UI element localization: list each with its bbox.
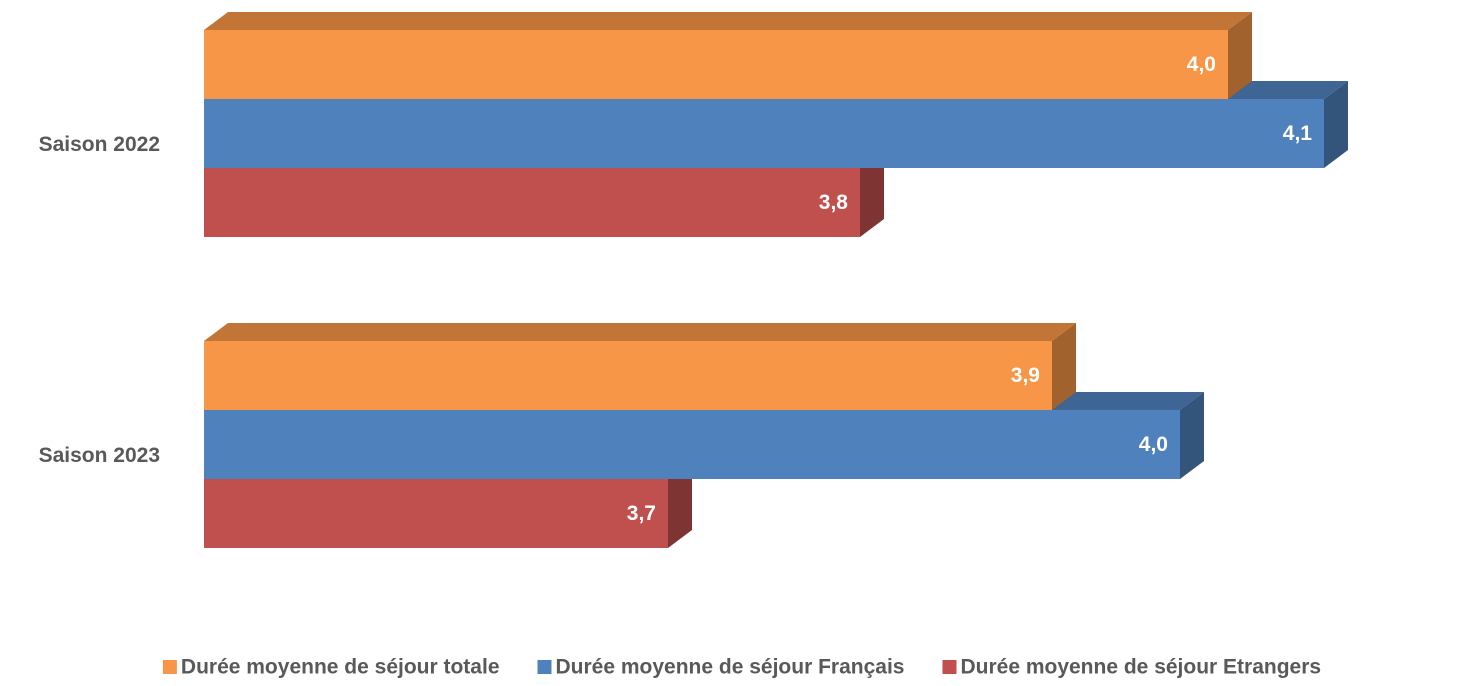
bar-side-face [1180,392,1204,479]
bar [204,168,860,237]
bar-side-face [860,150,884,237]
bar [204,410,1180,479]
value-label: 3,7 [627,502,656,525]
bar [204,479,668,548]
value-label: 3,9 [1011,364,1040,387]
legend-swatch [162,660,177,674]
bar [204,341,1052,410]
legend-label: Durée moyenne de séjour totale [181,656,500,679]
bar-side-face [1324,81,1348,168]
bar-top-face [204,12,1252,30]
legend-swatch [537,660,552,674]
bar-top-face [204,323,1076,341]
bar-side-face [1228,12,1252,99]
legend-swatch [942,660,957,674]
legend-label: Durée moyenne de séjour Etrangers [960,656,1321,679]
bar-side-face [668,461,692,548]
legend-label: Durée moyenne de séjour Français [556,656,905,679]
bar [204,99,1324,168]
category-label: Saison 2022 [39,133,160,156]
value-label: 4,0 [1139,433,1168,456]
value-label: 4,0 [1187,53,1216,76]
bar-side-face [1052,323,1076,410]
bar [204,30,1228,99]
value-label: 3,8 [819,191,849,214]
category-label: Saison 2023 [39,444,160,467]
value-label: 4,1 [1283,122,1313,145]
